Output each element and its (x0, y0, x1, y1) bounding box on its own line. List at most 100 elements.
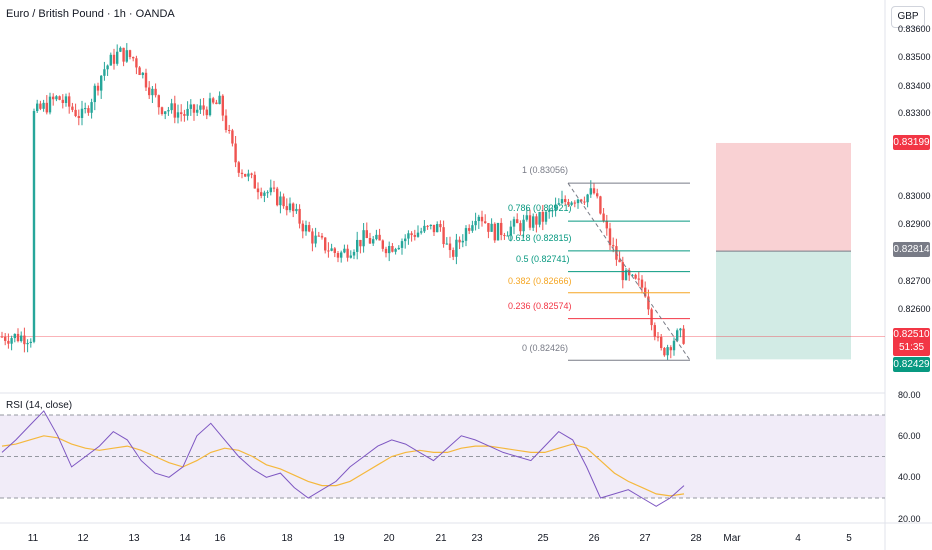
last-price-tag: 0.82510 51:35 (893, 328, 930, 356)
candle-body (471, 225, 474, 231)
candle-body (384, 248, 388, 254)
candle-body (119, 47, 122, 52)
candle-body (148, 87, 151, 96)
candle-body (74, 109, 77, 117)
candle-body (100, 75, 103, 91)
candle-body (183, 114, 186, 116)
date-tick: 27 (639, 533, 651, 544)
candle-body (7, 340, 10, 344)
candle-body (29, 341, 32, 343)
fib-label-0236: 0.236 (0.82574) (508, 301, 572, 311)
candle-body (266, 192, 269, 194)
candle-body (154, 88, 157, 96)
rsi-tick: 80.00 (898, 390, 921, 400)
fib-label-0382: 0.382 (0.82666) (508, 276, 572, 286)
candle-body (180, 112, 183, 115)
candle-body (532, 216, 535, 228)
candle-body (500, 222, 503, 236)
target-price-tag: 0.82429 (893, 357, 930, 372)
candle-body (592, 188, 596, 194)
candle-body (106, 65, 109, 70)
candle-body (372, 239, 375, 244)
candle-body (125, 50, 128, 62)
rsi-tick: 60.00 (898, 431, 921, 441)
fib-label-0786: 0.786 (0.82921) (508, 203, 572, 213)
rsi-ma-line (1, 435, 685, 497)
candle-body (221, 95, 224, 116)
candle-body (551, 210, 554, 212)
candle-body (52, 96, 55, 100)
date-tick: 19 (333, 533, 345, 544)
candle-body (218, 95, 221, 105)
candle-body (298, 208, 301, 224)
candle-body (272, 187, 276, 189)
candle-body (308, 225, 311, 232)
candle-body (429, 224, 432, 227)
stop-loss-zone (716, 142, 851, 252)
candle-body (605, 220, 608, 229)
candle-body (404, 238, 407, 242)
currency-button[interactable]: GBP (891, 6, 925, 28)
candle-body (589, 188, 592, 195)
candle-body (586, 194, 589, 203)
candle-body (621, 262, 624, 281)
candle-body (330, 248, 333, 251)
candle-body (580, 199, 583, 202)
candle-body (676, 330, 679, 341)
candle-body (103, 69, 106, 76)
candle-body (301, 223, 304, 232)
candle-body (160, 107, 164, 115)
candle-body (282, 196, 285, 207)
candle-body (285, 206, 288, 211)
candle-body (413, 235, 416, 237)
date-tick: 25 (537, 533, 549, 544)
candle-body (279, 196, 282, 206)
candle-body (480, 216, 484, 222)
candle-body (375, 234, 378, 240)
candle-body (26, 342, 29, 345)
candle-body (365, 230, 368, 239)
candle-body (68, 96, 71, 107)
candle-body (39, 103, 42, 109)
candle-body (410, 233, 413, 236)
candle-body (276, 188, 279, 206)
date-tick: 14 (179, 533, 191, 544)
candle-body (23, 335, 26, 345)
candle-body (228, 129, 231, 131)
candle-body (656, 336, 660, 338)
date-tick: 5 (846, 533, 852, 544)
rsi-tick: 20.00 (898, 514, 921, 524)
candle-body (202, 105, 205, 110)
candle-body (196, 109, 199, 113)
candle-body (132, 57, 135, 59)
rsi-label: RSI (14, close) (6, 400, 73, 411)
candle-body (295, 208, 298, 212)
candle-body (602, 213, 605, 221)
candle-body (484, 221, 487, 224)
candle-body (231, 130, 234, 144)
fib-label-0: 0 (0.82426) (522, 343, 569, 353)
date-tick: Mar (723, 533, 741, 544)
candle-body (109, 54, 112, 66)
price-tick: 0.83300 (898, 108, 931, 118)
candle-body (391, 246, 394, 252)
candle-body (599, 196, 602, 214)
stop-price-tag: 0.83199 (893, 135, 930, 150)
candle-body (352, 251, 356, 256)
candle-body (506, 235, 509, 237)
candle-body (340, 252, 343, 258)
candle-body (64, 96, 68, 103)
candle-body (112, 54, 116, 64)
candle-body (170, 103, 173, 111)
candle-body (647, 296, 650, 310)
fib-label-0618: 0.618 (0.82815) (508, 233, 572, 243)
candle-body (192, 104, 196, 113)
candle-body (672, 340, 676, 351)
date-tick: 28 (690, 533, 702, 544)
candle-body (461, 240, 464, 243)
candle-body (394, 249, 397, 252)
candle-body (36, 103, 39, 112)
candle-body (128, 50, 132, 58)
candle-body (250, 173, 253, 175)
